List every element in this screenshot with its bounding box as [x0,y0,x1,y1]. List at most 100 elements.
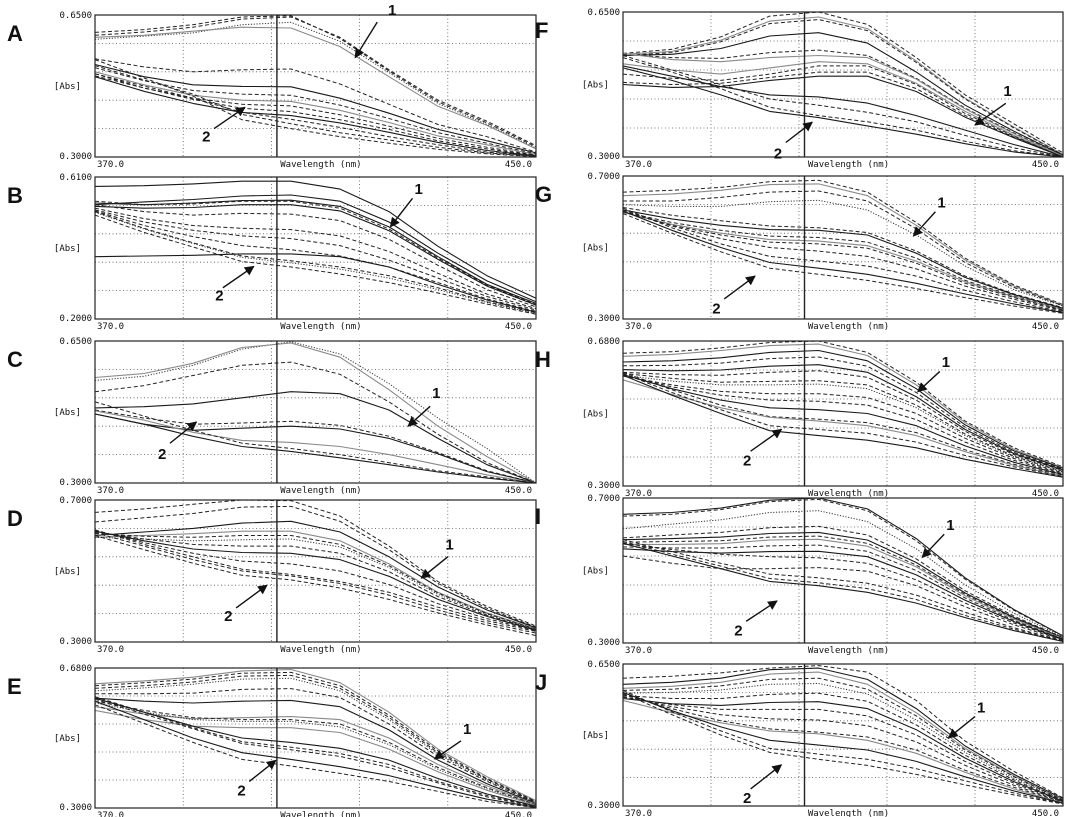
spectrum-series-line [94,180,537,299]
x-min-tick-label: 370.0 [97,322,124,332]
spectrum-series-line [622,11,1064,154]
x-min-tick-label: 370.0 [97,486,124,496]
plot-frame [94,340,537,484]
y-max-tick-label: 0.7000 [59,496,92,506]
y-axis-label: [Abs] [54,734,81,744]
spectrum-series-line [94,26,537,150]
spectrum-series-line [94,207,537,310]
spectrum-series-line [622,374,1064,478]
y-min-tick-label: 0.3000 [59,637,92,647]
y-min-tick-label: 0.3000 [587,314,620,324]
arrow-label-2: 2 [224,608,232,625]
x-axis-label: Wavelength (nm) [280,645,361,655]
x-axis-label: Wavelength (nm) [280,811,361,817]
x-max-tick-label: 450.0 [505,322,532,332]
panel-letter: J [535,670,547,695]
x-max-tick-label: 450.0 [1032,322,1059,332]
spectrum-series-line [94,253,537,313]
arrow-label-1: 1 [946,517,954,534]
spectrum-series-line [622,693,1064,803]
spectrum-series-line [622,692,1064,805]
spectrum-series-line [94,677,537,803]
arrow-1 [947,715,976,739]
spectrum-series-line [94,531,537,631]
arrow-1 [917,370,941,393]
spectrum-series-line [622,57,1064,158]
spectrum-series-line [94,530,537,631]
spectrum-series-line [622,667,1064,800]
plot-frame [622,11,1064,158]
plot-frame [94,499,537,643]
arrow-label-1: 1 [1003,83,1011,100]
spectrum-series-line [94,209,537,311]
arrow-1 [974,102,1007,126]
x-axis-label: Wavelength (nm) [808,322,889,332]
spectrum-series-line [622,374,1064,473]
arrow-2 [750,764,783,790]
spectrum-series-line [622,372,1064,477]
spectrum-series-line [94,391,537,484]
spectrum-series-line [622,183,1064,306]
plot-frame [94,667,537,809]
spectrum-series-line [622,364,1064,471]
spectrum-series-line [622,691,1064,804]
spectrum-series-line [622,374,1064,476]
x-max-tick-label: 450.0 [1032,489,1059,499]
x-min-tick-label: 370.0 [625,322,652,332]
arrow-label-2: 2 [743,790,751,807]
arrow-1 [354,21,378,59]
spectrum-series-line [94,76,537,157]
y-max-tick-label: 0.6800 [59,664,92,674]
spectrum-series-line [622,689,1064,805]
spectrum-series-line [622,371,1064,476]
y-axis-label: [Abs] [582,567,609,577]
spectrum-series-line [94,410,537,484]
spectrum-series-line [94,698,537,808]
x-min-tick-label: 370.0 [625,160,652,170]
x-axis-label: Wavelength (nm) [808,489,889,499]
arrow-2 [235,584,268,609]
spectrum-series-line [94,211,537,314]
spectrum-series-line [94,697,537,807]
spectrum-series-line [94,210,537,312]
panel-letter: H [535,347,551,372]
spectrum-series-line [622,52,1064,157]
panel-f: F 0.6500 0.3000 [Abs] 370.0 450.0 Wavelength (… [535,8,1064,170]
arrow-label-2: 2 [743,453,751,470]
spectrum-series-line [622,343,1064,469]
spectrum-series-line [94,696,537,807]
x-min-tick-label: 370.0 [625,809,652,817]
spectrum-series-line [94,413,537,484]
panel-i: I 0.7000 0.3000 [Abs] 370.0 450.0 Wavelength (… [535,494,1064,656]
arrow-2 [213,106,246,130]
arrow-label-2: 2 [712,300,720,317]
spectrum-series-line [622,61,1064,158]
y-max-tick-label: 0.6800 [587,337,620,347]
spectrum-series-line [622,49,1064,157]
spectrum-series-line [94,194,537,303]
spectrum-series-line [94,530,537,630]
arrow-1 [389,197,414,228]
spectrum-series-line [622,211,1064,310]
arrow-2 [785,121,813,144]
spectrum-series-line [622,379,1064,477]
plot-frame [622,175,1064,320]
spectrum-series-line [622,356,1064,470]
panel-letter: C [7,347,23,372]
plot-frame [94,14,537,158]
spectrum-series-line [94,706,537,805]
spectrum-series-line [622,340,1064,468]
spectrum-series-line [94,533,537,630]
arrow-2 [723,275,756,300]
panel-letter: I [535,504,541,529]
spectrum-series-line [94,15,537,148]
spectrum-series-line [622,696,1064,802]
spectrum-series-line [622,542,1064,643]
y-axis-label: [Abs] [582,410,609,420]
spectrum-series-line [94,704,537,809]
y-axis-label: [Abs] [54,567,81,577]
x-max-tick-label: 450.0 [505,811,532,817]
spectrum-series-line [622,211,1064,311]
arrow-label-1: 1 [942,354,950,371]
